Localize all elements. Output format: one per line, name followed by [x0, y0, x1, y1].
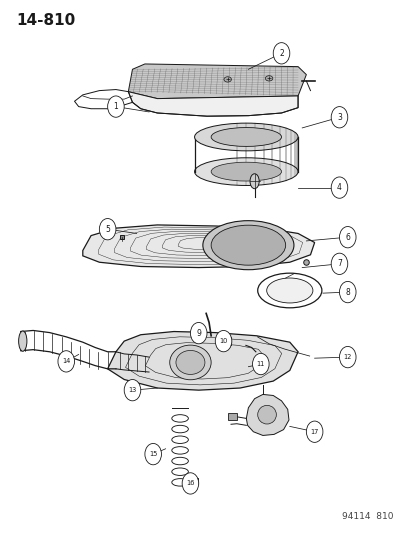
Text: 7: 7 — [336, 260, 341, 268]
Circle shape — [182, 473, 198, 494]
Text: 9: 9 — [196, 329, 201, 337]
Circle shape — [190, 322, 206, 344]
Text: 15: 15 — [149, 451, 157, 457]
Ellipse shape — [176, 351, 204, 374]
Circle shape — [252, 353, 268, 375]
Ellipse shape — [223, 77, 231, 82]
Polygon shape — [107, 332, 297, 390]
Text: 3: 3 — [336, 113, 341, 122]
Circle shape — [107, 96, 124, 117]
Polygon shape — [128, 64, 306, 99]
Circle shape — [306, 421, 322, 442]
Circle shape — [124, 379, 140, 401]
Text: 6: 6 — [344, 233, 349, 241]
Text: 11: 11 — [256, 361, 264, 367]
Text: 1: 1 — [113, 102, 118, 111]
Ellipse shape — [265, 76, 272, 81]
Ellipse shape — [202, 221, 293, 270]
Text: 10: 10 — [219, 338, 227, 344]
Ellipse shape — [211, 225, 285, 265]
Ellipse shape — [249, 174, 259, 189]
Circle shape — [330, 107, 347, 128]
Ellipse shape — [19, 331, 27, 351]
Ellipse shape — [194, 158, 297, 185]
Ellipse shape — [169, 345, 211, 379]
Text: 5: 5 — [105, 225, 110, 233]
Text: 4: 4 — [336, 183, 341, 192]
Text: 14-810: 14-810 — [17, 13, 76, 28]
Polygon shape — [227, 413, 236, 420]
Ellipse shape — [211, 127, 281, 147]
Text: 12: 12 — [343, 354, 351, 360]
Ellipse shape — [194, 123, 297, 151]
Polygon shape — [83, 225, 314, 268]
Circle shape — [273, 43, 289, 64]
Circle shape — [330, 177, 347, 198]
Circle shape — [145, 443, 161, 465]
Circle shape — [339, 227, 355, 248]
Text: 16: 16 — [186, 480, 194, 487]
Circle shape — [58, 351, 74, 372]
Circle shape — [339, 346, 355, 368]
Ellipse shape — [211, 162, 281, 181]
Ellipse shape — [266, 278, 312, 303]
Polygon shape — [246, 394, 288, 435]
Ellipse shape — [257, 273, 321, 308]
Text: 94114  810: 94114 810 — [341, 512, 392, 521]
Polygon shape — [128, 92, 297, 116]
Text: 13: 13 — [128, 387, 136, 393]
Text: 17: 17 — [310, 429, 318, 435]
Text: 8: 8 — [344, 288, 349, 296]
Polygon shape — [219, 337, 230, 345]
Circle shape — [215, 330, 231, 352]
Circle shape — [99, 219, 116, 240]
Circle shape — [339, 281, 355, 303]
Ellipse shape — [257, 405, 276, 424]
Text: 14: 14 — [62, 358, 70, 365]
Text: 2: 2 — [278, 49, 283, 58]
Circle shape — [330, 253, 347, 274]
